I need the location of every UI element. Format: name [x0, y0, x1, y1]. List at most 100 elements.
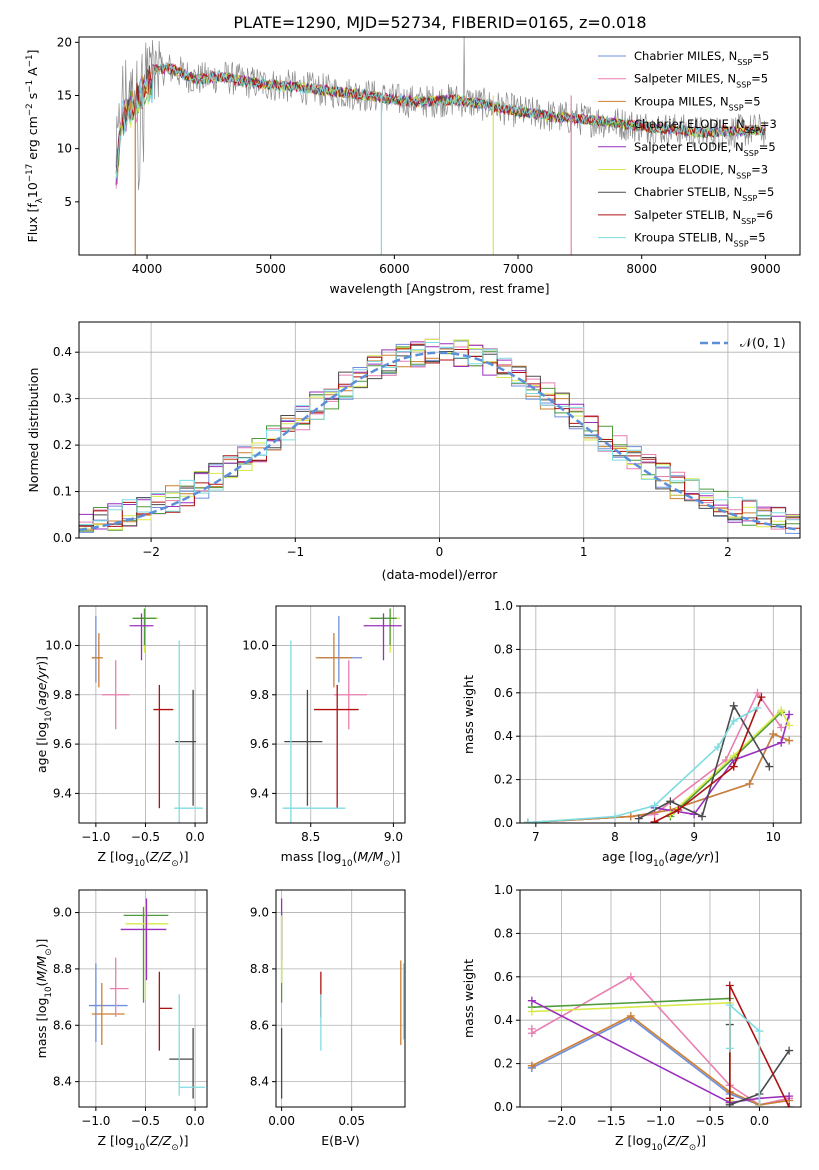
weight-marker-salpeter_stelib	[725, 1094, 734, 1103]
tick-label-y: 0.4	[494, 729, 513, 743]
tick-label-y: 0.1	[53, 485, 72, 499]
weight-marker-kroupa_stelib	[725, 1001, 734, 1010]
axes-frame	[275, 889, 406, 1108]
tick-label-x: 5000	[255, 262, 286, 276]
tick-label-y: 10.0	[242, 638, 269, 652]
weight-line-kroupa_stelib	[527, 707, 758, 823]
weight-marker-salpeter_stelib	[729, 762, 738, 771]
weight-marker-kroupa_miles	[626, 812, 635, 821]
tick-label-y: 0.6	[494, 970, 513, 984]
weight-marker-chabrier_stelib	[765, 762, 774, 771]
legend-label-chabrier_miles: Chabrier MILES, NSSP=5	[634, 49, 769, 67]
error-point-chabrier_stelib	[169, 1028, 194, 1099]
weight-marker-kroupa_miles	[769, 730, 778, 739]
tick-label-y: 9.8	[53, 688, 72, 702]
legend-label-kroupa_elodie: Kroupa ELODIE, NSSP=3	[634, 163, 768, 181]
legend-label-chabrier_stelib: Chabrier STELIB, NSSP=5	[634, 185, 774, 203]
weight-line-kroupa_stelib	[729, 1003, 761, 1107]
panel-residuals: −2 −1 0 1 2 0.0 0.1 0.2 0.3 0.4 𝒩(0, 1) (data-model…	[26, 321, 801, 582]
tick-label-x: 8.5	[301, 830, 320, 844]
weight-marker-chabrier_stelib	[666, 797, 675, 806]
error-point-chabrier_stelib	[284, 689, 323, 806]
tick-label-x: 2	[724, 545, 732, 559]
plot-area	[527, 972, 794, 1107]
axes-frame	[519, 605, 802, 824]
panel-weight_vs_age: 7 8 9 10 0.0 0.2 0.4 0.6 0.8 1.0 age [log10(age/yr…	[461, 599, 802, 869]
tick-label-x: −2	[142, 545, 160, 559]
weight-marker-kroupa_miles	[527, 1061, 536, 1070]
weight-marker-chabrier_stelib	[729, 701, 738, 710]
weight-marker-salpeter_miles	[777, 723, 786, 732]
weight-line-kroupa_miles	[527, 732, 790, 823]
tick-label-y: 1.0	[494, 599, 513, 613]
tick-label-x: 9000	[750, 262, 781, 276]
error-point-chabrier_stelib	[175, 689, 197, 806]
error-point-salpeter_miles	[101, 660, 130, 730]
weight-marker-kroupa_miles	[745, 779, 754, 788]
tick-label-y: 5	[64, 195, 72, 209]
tick-label-x: −1.0	[81, 830, 110, 844]
error-point-salpeter_elodie	[120, 898, 167, 981]
weight-marker-salpeter_elodie	[527, 996, 536, 1005]
plot-area	[91, 608, 204, 823]
weight-marker-salpeter_miles	[527, 1029, 536, 1038]
weight-line-salpeter_elodie	[531, 999, 790, 1104]
weight-marker-kroupa_stelib	[610, 812, 619, 821]
tick-label-x: −0.5	[131, 830, 160, 844]
weight-marker-kroupa_elodie	[785, 721, 794, 730]
weight-marker-kroupa_stelib	[713, 743, 722, 752]
tick-label-y: 0.4	[53, 345, 72, 359]
tick-label-x: 0.0	[750, 1114, 769, 1128]
axes-frame	[78, 889, 208, 1108]
axes-frame	[275, 605, 406, 824]
tick-label-y: 0.2	[494, 773, 513, 787]
spectrum-legend: Chabrier MILES, NSSP=5 Salpeter MILES, NS…	[598, 49, 777, 248]
plot-area	[115, 37, 766, 255]
tick-label-y: 0.6	[494, 686, 513, 700]
error-point-chabrier_elodie	[132, 608, 157, 646]
error-point-kroupa_elodie	[368, 608, 401, 653]
weight-marker-chabrier_stelib	[785, 1046, 794, 1055]
x-axis-label: age [log10(age/yr)]	[602, 849, 719, 869]
tick-label-x: 7000	[503, 262, 534, 276]
tick-label-y: 9.8	[250, 688, 269, 702]
error-point-salpeter_elodie	[129, 613, 154, 661]
tick-label-y: 20	[57, 35, 72, 49]
weight-marker-chabrier_stelib	[698, 812, 707, 821]
tick-label-y: 0.0	[53, 531, 72, 545]
error-point-kroupa_stelib	[178, 994, 206, 1096]
tick-label-x: 9.0	[384, 830, 403, 844]
tick-label-x: 6000	[379, 262, 410, 276]
error-point-chabrier_miles	[319, 615, 362, 683]
tick-label-y: 8.8	[250, 962, 269, 976]
x-axis-label: Z [log10(Z/Z⊙)]	[98, 849, 189, 869]
plot-area	[280, 898, 405, 1099]
y-axis-label: Normed distribution	[26, 368, 41, 493]
tick-label-y: 0.8	[494, 926, 513, 940]
weight-line-chabrier_elodie	[669, 711, 782, 818]
weight-marker-chabrier_stelib	[634, 814, 643, 823]
axes-frame	[78, 36, 801, 256]
tick-label-x: 10	[766, 830, 781, 844]
tick-label-x: 0.0	[186, 830, 205, 844]
error-point-salpeter_elodie	[363, 613, 402, 661]
error-point-kroupa_stelib	[282, 640, 346, 823]
y-axis-label: age [log10(age/yr)]	[34, 656, 54, 773]
weight-marker-kroupa_stelib	[755, 1027, 764, 1036]
tick-label-y: 8.8	[53, 962, 72, 976]
x-axis-label: Z [log10(Z/Z⊙)]	[98, 1133, 189, 1153]
weight-marker-kroupa_stelib	[725, 1044, 734, 1053]
tick-label-y: 8.6	[53, 1018, 72, 1032]
plot-area	[79, 338, 800, 534]
legend-label-salpeter_elodie: Salpeter ELODIE, NSSP=5	[634, 140, 776, 158]
error-point-salpeter_stelib	[153, 684, 174, 809]
tick-label-x: 7	[532, 830, 540, 844]
tick-label-x: 8000	[626, 262, 657, 276]
legend-label-salpeter_stelib: Salpeter STELIB, NSSP=6	[634, 208, 773, 226]
error-point-salpeter_stelib	[314, 684, 359, 809]
tick-label-x: −1.0	[646, 1114, 675, 1128]
error-point-kroupa_stelib	[174, 640, 204, 823]
panel-spectrum: 4000 5000 6000 7000 8000 9000 5 10 15 20 Chabrier …	[25, 35, 801, 296]
legend-label-salpeter_miles: Salpeter MILES, NSSP=5	[634, 72, 768, 90]
